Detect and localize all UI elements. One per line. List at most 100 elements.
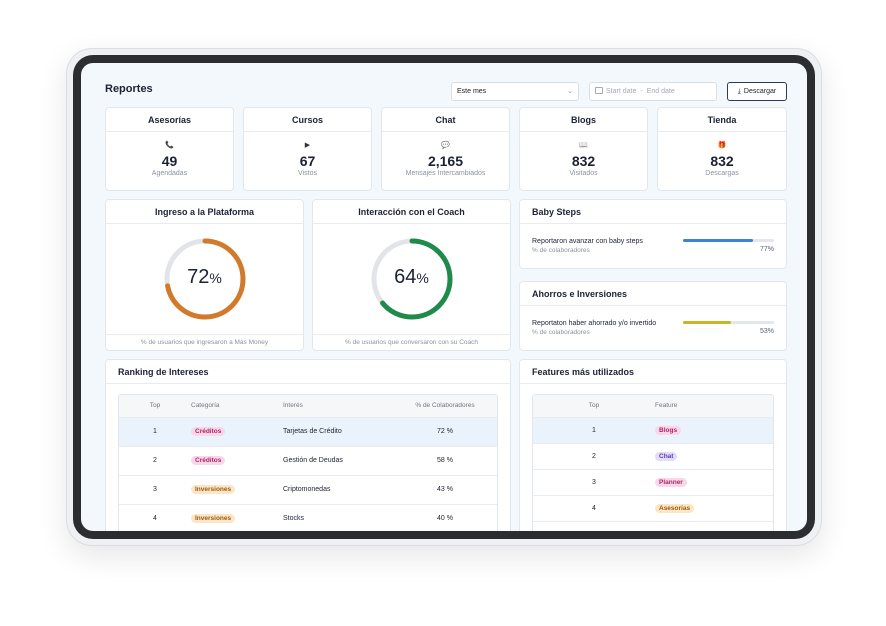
features-title: Features más utilizados <box>520 360 786 384</box>
table-row[interactable]: 3 Planner <box>533 468 773 495</box>
stat-value: 832 <box>571 153 596 169</box>
download-label: Descargar <box>743 88 777 95</box>
cell-feature <box>655 520 773 531</box>
table-row[interactable]: 4 Asesorías <box>533 494 773 521</box>
ahorros-progress-track <box>683 321 774 324</box>
stat-label: Agendadas <box>151 170 188 177</box>
stat-label: Mensajes Intercambiados <box>405 170 486 177</box>
coach-gauge <box>371 238 452 320</box>
stat-card-chat: Chat 💬 2,165 Mensajes Intercambiados <box>381 107 510 191</box>
chat-bubble-icon: 💬 <box>441 142 450 149</box>
gauge-title: Ingreso a la Plataforma <box>106 200 303 224</box>
cell-pct: 72 % <box>393 416 497 446</box>
stat-card-cursos: Cursos ▶ 67 Vistos <box>243 107 372 191</box>
column-header-top: Top <box>119 395 191 417</box>
stat-label: Vistos <box>298 170 317 177</box>
play-icon: ▶ <box>304 142 311 149</box>
feature-badge: Chat <box>655 451 678 461</box>
start-date-placeholder: Start date <box>606 88 637 95</box>
gauge-value: 72 <box>187 266 210 288</box>
baby-steps-card: Baby Steps Reportaron avanzar con baby s… <box>519 199 787 269</box>
stat-value: 49 <box>161 153 178 169</box>
ranking-title: Ranking de Intereses <box>106 360 510 384</box>
table-row[interactable]: 2 Créditos Gestión de Deudas 58 % <box>119 445 497 475</box>
table-row[interactable] <box>533 520 773 531</box>
ahorros-progress-fill <box>683 321 732 324</box>
column-header-pct: % de Colaboradores <box>393 395 497 417</box>
stat-label: Descargas <box>705 170 739 177</box>
calendar-icon <box>595 87 603 94</box>
period-select[interactable]: Este mes ⌄ <box>451 82 579 101</box>
baby-steps-percent: 77% <box>759 246 774 253</box>
ahorros-title: Ahorros e Inversiones <box>520 282 786 306</box>
category-badge: Inversiones <box>191 485 236 494</box>
date-separator: - <box>640 88 643 95</box>
ranking-table: Top Categoría Interés % de Colaboradores… <box>119 395 497 531</box>
baby-steps-text: Reportaron avanzar con baby steps <box>532 238 643 245</box>
gauge-progress-arc <box>164 238 245 320</box>
feature-badge: Blogs <box>655 425 682 435</box>
baby-steps-sub: % de colaboradores <box>532 247 590 254</box>
category-badge: Inversiones <box>191 514 236 524</box>
gauge-percent-sign: % <box>209 270 222 286</box>
gauge-progress-arc <box>371 238 452 320</box>
page-title: Reportes <box>105 83 153 95</box>
end-date-placeholder: End date <box>646 88 675 95</box>
stat-value: 67 <box>299 153 316 169</box>
gauge-card-ingreso: Ingreso a la Plataforma 72% % de usuario… <box>105 199 304 351</box>
cell-interest: Tarjetas de Crédito <box>283 416 393 446</box>
ahorros-sub: % de colaboradores <box>532 329 590 336</box>
date-range-picker[interactable]: Start date - End date <box>589 82 717 101</box>
column-header-categoria: Categoría <box>191 395 283 417</box>
table-row[interactable]: 3 Inversiones Criptomonedas 43 % <box>119 474 497 504</box>
stat-title: Blogs <box>520 108 647 132</box>
cell-top <box>533 520 655 531</box>
cell-pct: 43 % <box>393 474 497 504</box>
blog-icon: 📖 <box>579 142 588 149</box>
stat-title: Tienda <box>658 108 786 132</box>
column-header-feature: Feature <box>655 395 773 417</box>
cell-top: 3 <box>119 474 191 504</box>
dashboard-screen: Reportes Este mes ⌄ Start date - End date … <box>81 63 807 531</box>
feature-badge: Asesorías <box>655 503 695 513</box>
download-icon: ⤓ <box>737 88 741 95</box>
ahorros-text: Reportaton haber ahorrado y/o invertido <box>532 320 657 327</box>
cell-top: 3 <box>533 468 655 495</box>
ranking-table-wrap: Top Categoría Interés % de Colaboradores… <box>118 394 498 531</box>
category-badge: Créditos <box>191 456 226 465</box>
cell-interest: Criptomonedas <box>283 474 393 504</box>
tablet-bezel: Reportes Este mes ⌄ Start date - End date … <box>73 55 815 539</box>
cell-pct: 40 % <box>393 503 497 531</box>
table-row[interactable]: 1 Blogs <box>533 416 773 443</box>
gauge-title: Interacción con el Coach <box>313 200 510 224</box>
feature-badge: Planner <box>655 477 687 487</box>
stat-value: 2,165 <box>427 153 464 169</box>
features-card: Features más utilizados Top Feature 1 <box>519 359 787 531</box>
chevron-down-icon: ⌄ <box>567 88 573 95</box>
table-row[interactable]: 2 Chat <box>533 442 773 469</box>
features-table: Top Feature 1 Blogs 2 Chat <box>533 395 773 531</box>
features-table-wrap: Top Feature 1 Blogs 2 Chat <box>532 394 774 531</box>
category-badge: Créditos <box>191 427 226 436</box>
cell-interest: Stocks <box>283 503 393 531</box>
stat-card-asesorias: Asesorías 📞 49 Agendadas <box>105 107 234 191</box>
cell-top: 2 <box>533 442 655 469</box>
stat-card-blogs: Blogs 📖 832 Visitados <box>519 107 648 191</box>
ingreso-gauge <box>164 238 245 320</box>
phone-icon: 📞 <box>165 142 174 149</box>
stat-label: Visitados <box>569 170 598 177</box>
ahorros-card: Ahorros e Inversiones Reportaton haber a… <box>519 281 787 351</box>
stat-title: Asesorías <box>106 108 233 132</box>
cell-top: 1 <box>119 416 191 446</box>
baby-steps-progress-fill <box>683 239 754 242</box>
download-button[interactable]: ⤓ Descargar <box>727 82 787 101</box>
column-header-top: Top <box>533 395 655 417</box>
cell-top: 4 <box>533 494 655 521</box>
gift-icon: 🎁 <box>717 142 727 149</box>
table-row[interactable]: 4 Inversiones Stocks 40 % <box>119 503 497 531</box>
table-row[interactable]: 1 Créditos Tarjetas de Crédito 72 % <box>119 416 497 446</box>
gauge-percent-sign: % <box>416 270 429 286</box>
gauge-footer: % de usuarios que conversaron con su Coa… <box>313 334 510 350</box>
ranking-card: Ranking de Intereses Top Categoría Inter… <box>105 359 511 531</box>
cell-pct: 58 % <box>393 445 497 475</box>
